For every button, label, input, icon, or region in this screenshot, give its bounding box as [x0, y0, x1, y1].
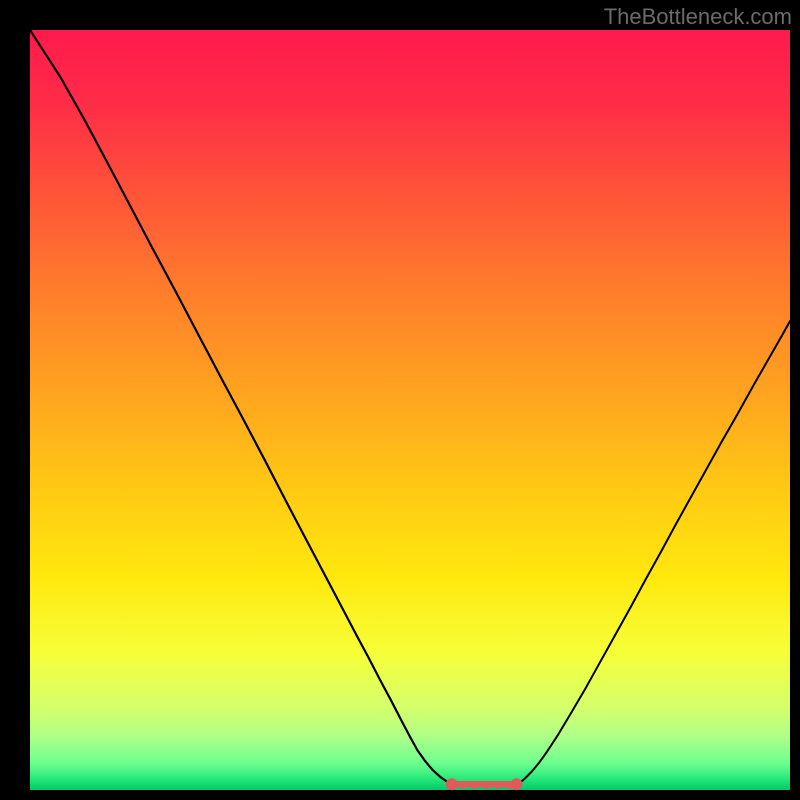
- chart-stage: TheBottleneck.com: [0, 0, 800, 800]
- connector-bump-4: [505, 782, 512, 789]
- bottleneck-chart: [0, 0, 800, 800]
- watermark-label: TheBottleneck.com: [604, 4, 792, 30]
- connector-bump-1: [471, 782, 478, 789]
- endpoint-left: [446, 778, 458, 790]
- connector-bump-0: [460, 782, 467, 789]
- connector-bump-3: [494, 782, 501, 789]
- connector-bump-2: [482, 782, 489, 789]
- plot-background: [30, 30, 790, 790]
